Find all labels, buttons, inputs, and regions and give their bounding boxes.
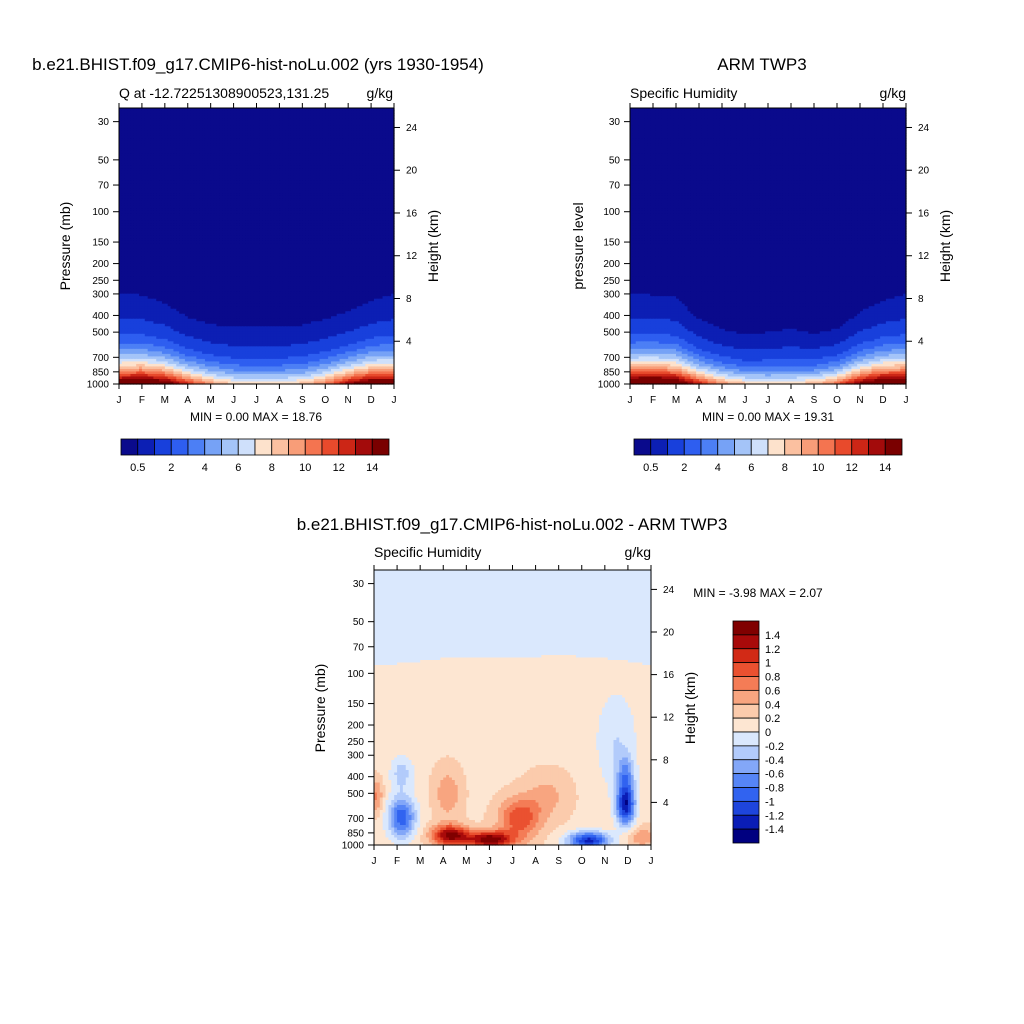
contour-fill [119, 108, 395, 385]
y-axis-label: Pressure (mb) [57, 202, 73, 291]
units-label: g/kg [367, 85, 393, 101]
variable-label: Q at -12.72251308900523,131.25 [119, 85, 329, 101]
right-axis-label: Height (km) [425, 210, 441, 282]
contour-plot: J F M A M J J A S O N D J305070100150200250300400500… [87, 103, 418, 406]
panel-model: b.e21.BHIST.f09_g17.CMIP6-hist-noLu.002 … [32, 55, 484, 474]
chart-title: b.e21.BHIST.f09_g17.CMIP6-hist-noLu.002 … [32, 55, 484, 74]
min-max-stats: MIN = 0.00 MAX = 18.76 [190, 410, 322, 424]
